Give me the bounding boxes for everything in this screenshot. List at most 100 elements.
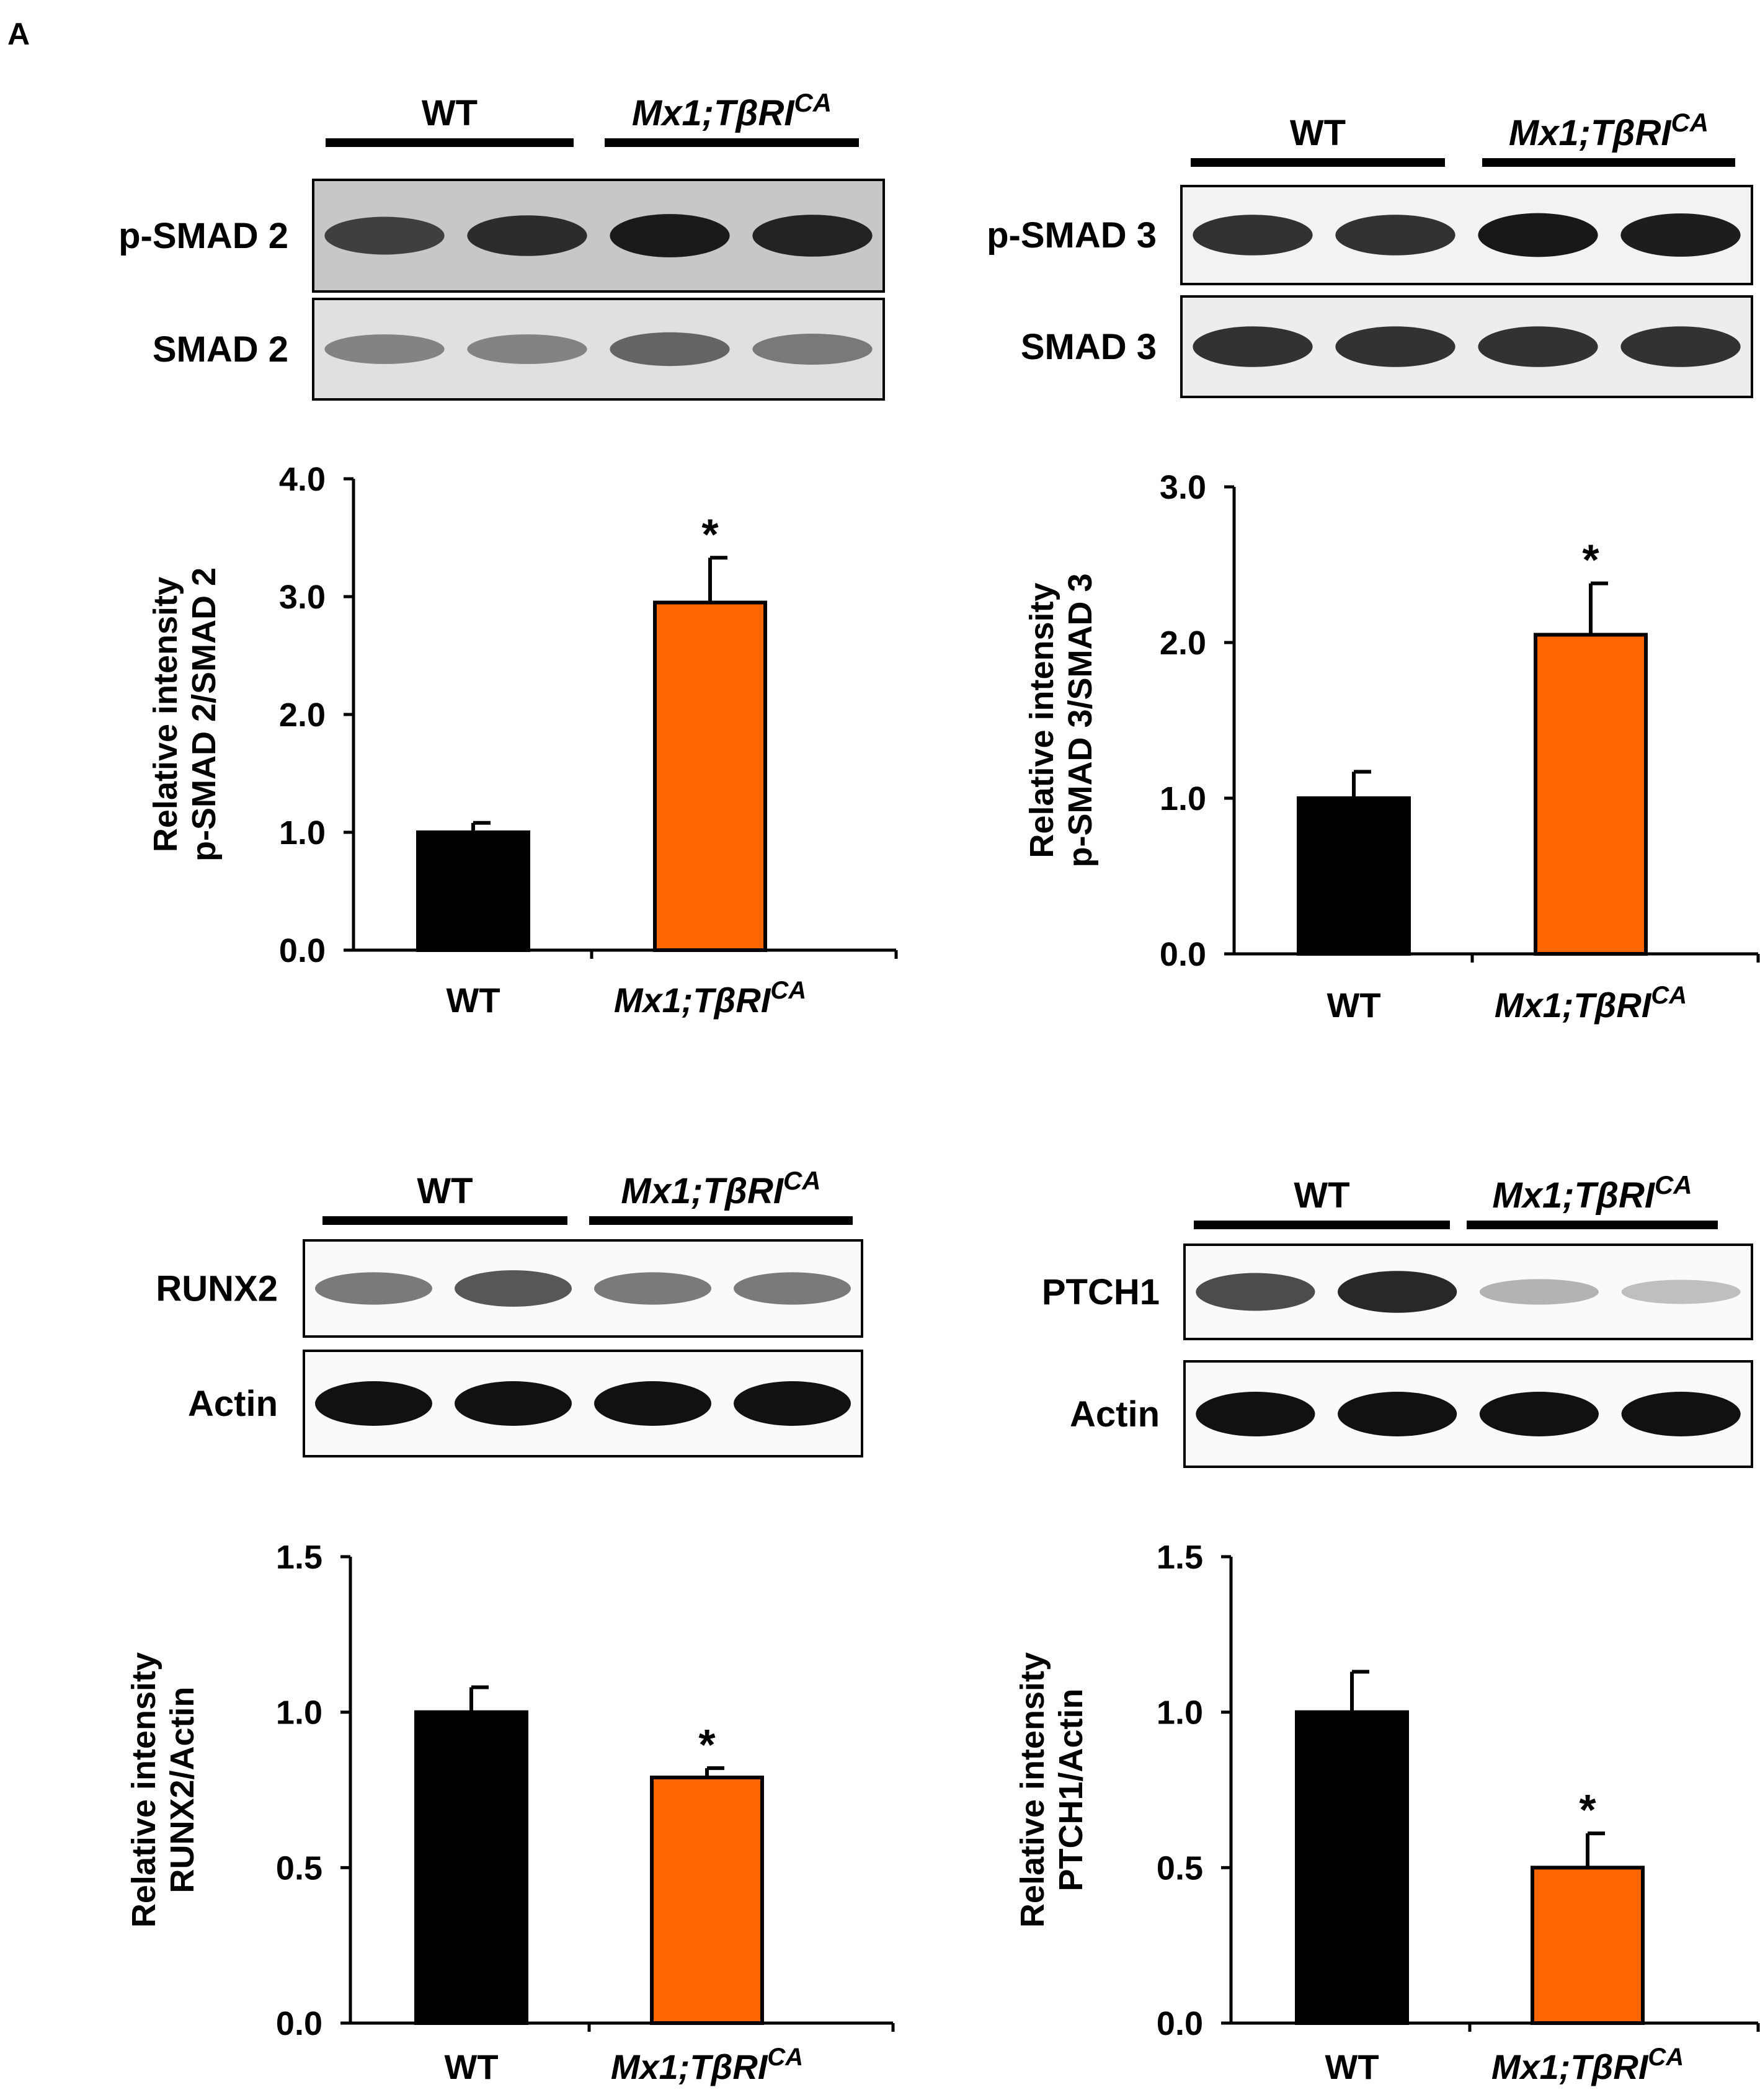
y-tick-label: 0.0 <box>1157 2005 1203 2042</box>
blot-band <box>734 1272 851 1305</box>
bar-wt <box>414 1710 528 2026</box>
blot-band <box>315 1272 432 1305</box>
blot-band <box>1335 215 1456 256</box>
blot-row-label: Actin <box>188 1384 278 1424</box>
y-tick-label: 0.0 <box>1160 936 1206 973</box>
blot-band <box>752 215 873 257</box>
significance-star: * <box>1579 1786 1596 1834</box>
group-label-mutant: Mx1;TβRICA <box>1509 108 1709 153</box>
blot-band <box>594 1272 711 1305</box>
bar-mutant <box>650 1775 764 2026</box>
y-tick-label: 2.0 <box>279 696 326 734</box>
significance-star: * <box>701 510 719 558</box>
group-label-mutant: Mx1;TβRICA <box>621 1166 820 1211</box>
y-tick-label: 1.0 <box>276 1694 322 1732</box>
y-tick-label: 3.0 <box>279 579 326 616</box>
blot-row: p-SMAD 2 <box>118 179 885 293</box>
blot-band <box>752 334 873 365</box>
y-tick-label: 1.5 <box>1157 1539 1203 1576</box>
blot-band <box>1478 213 1598 257</box>
group-label-wt: WT <box>1294 1175 1349 1216</box>
bar-wt <box>1295 1710 1409 2026</box>
blot-row-label: SMAD 3 <box>1021 327 1157 367</box>
blot-band <box>610 332 730 367</box>
blot-row: RUNX2 <box>156 1239 863 1338</box>
bar-wt <box>416 830 530 952</box>
blot-band <box>315 1381 432 1426</box>
y-axis-label: Relative intensityp-SMAD 2/SMAD 2 <box>147 567 223 861</box>
blot-row: p-SMAD 3 <box>987 185 1753 285</box>
blot-band <box>1478 326 1598 367</box>
blot-band <box>1338 1392 1457 1436</box>
bar-mutant <box>1531 1866 1645 2025</box>
blot-band <box>455 1381 572 1426</box>
y-tick-label: 3.0 <box>1160 469 1206 506</box>
blot-band <box>1196 1392 1315 1436</box>
bar-chart-1: 0.0 1.0 2.0 3.0 4.0 Relative intensityp-SMAD … <box>147 461 898 1020</box>
group-label-wt: WT <box>1290 113 1346 153</box>
blot-band <box>1621 1392 1741 1436</box>
blot-band <box>1193 326 1313 367</box>
blot-row-label: PTCH1 <box>1042 1272 1160 1312</box>
blot-band <box>1621 1279 1741 1304</box>
x-category-label: WT <box>446 981 500 1020</box>
y-tick-label: 0.0 <box>276 2005 322 2042</box>
panel-label: A <box>7 17 30 51</box>
blot-band <box>1620 213 1741 257</box>
blot-band <box>324 216 445 255</box>
blot-band <box>734 1381 851 1426</box>
blot-band <box>455 1270 572 1307</box>
blot-row-label: p-SMAD 2 <box>118 216 288 256</box>
bar-wt <box>1297 796 1411 956</box>
blot-row-label: SMAD 2 <box>153 329 288 370</box>
blot-band <box>1338 1271 1457 1313</box>
blot-band <box>594 1381 711 1426</box>
blot-band <box>1479 1392 1599 1436</box>
bar-chart-4: 0.0 0.5 1.0 1.5 Relative intensityPTCH1/Acti… <box>1014 1539 1760 2086</box>
blot-band <box>610 214 730 257</box>
blot-band <box>1335 326 1456 367</box>
blot-row-label: RUNX2 <box>156 1269 278 1309</box>
group-label-mutant: Mx1;TβRICA <box>1492 1170 1692 1216</box>
x-category-label: Mx1;TβRICA <box>1495 982 1687 1025</box>
blot-band <box>1196 1273 1315 1311</box>
y-tick-label: 1.5 <box>276 1539 322 1576</box>
group-label-wt: WT <box>422 93 478 133</box>
bar-mutant <box>653 600 767 952</box>
y-tick-label: 1.0 <box>279 814 326 852</box>
x-category-label: Mx1;TβRICA <box>614 977 806 1020</box>
significance-star: * <box>1582 536 1599 584</box>
y-tick-label: 0.5 <box>276 1849 322 1887</box>
significance-star: * <box>698 1720 716 1769</box>
blot-band <box>324 334 445 364</box>
group-label-wt: WT <box>417 1171 473 1211</box>
x-category-label: WT <box>1325 2047 1379 2086</box>
blot-band <box>467 334 587 364</box>
blot-row-label: p-SMAD 3 <box>987 215 1157 256</box>
group-label-mutant: Mx1;TβRICA <box>632 88 832 133</box>
y-axis-label: Relative intensityPTCH1/Actin <box>1014 1652 1090 1928</box>
blot-row: Actin <box>188 1350 863 1457</box>
blot-row: SMAD 3 <box>1021 295 1753 398</box>
blot-row: PTCH1 <box>1042 1244 1753 1340</box>
y-axis-label: Relative intensityRUNX2/Actin <box>125 1652 201 1928</box>
y-axis-label: Relative intensityp-SMAD 3/SMAD 3 <box>1023 573 1099 867</box>
blot-row: SMAD 2 <box>153 298 885 401</box>
y-tick-label: 1.0 <box>1160 780 1206 817</box>
bar-chart-2: 0.0 1.0 2.0 3.0 Relative intensityp-SMAD 3/S… <box>1023 469 1760 1025</box>
x-category-label: Mx1;TβRICA <box>611 2044 803 2086</box>
blot-band <box>1479 1279 1599 1305</box>
western-blot-1: WT Mx1;TβRICA p-SMAD 2 SMAD 2 <box>118 88 885 401</box>
blot-row-label: Actin <box>1070 1394 1160 1435</box>
blot-band <box>1193 215 1313 256</box>
western-blot-2: WT Mx1;TβRICA p-SMAD 3 SMAD 3 <box>987 108 1753 398</box>
y-tick-label: 0.0 <box>279 932 326 969</box>
blot-band <box>467 215 587 256</box>
western-blot-3: WT Mx1;TβRICA RUNX2 Actin <box>156 1166 863 1457</box>
y-tick-label: 1.0 <box>1157 1694 1203 1732</box>
western-blot-4: WT Mx1;TβRICA PTCH1 Actin <box>1042 1170 1753 1468</box>
blot-band <box>1620 326 1741 367</box>
y-tick-label: 2.0 <box>1160 625 1206 662</box>
bar-mutant <box>1534 633 1648 956</box>
